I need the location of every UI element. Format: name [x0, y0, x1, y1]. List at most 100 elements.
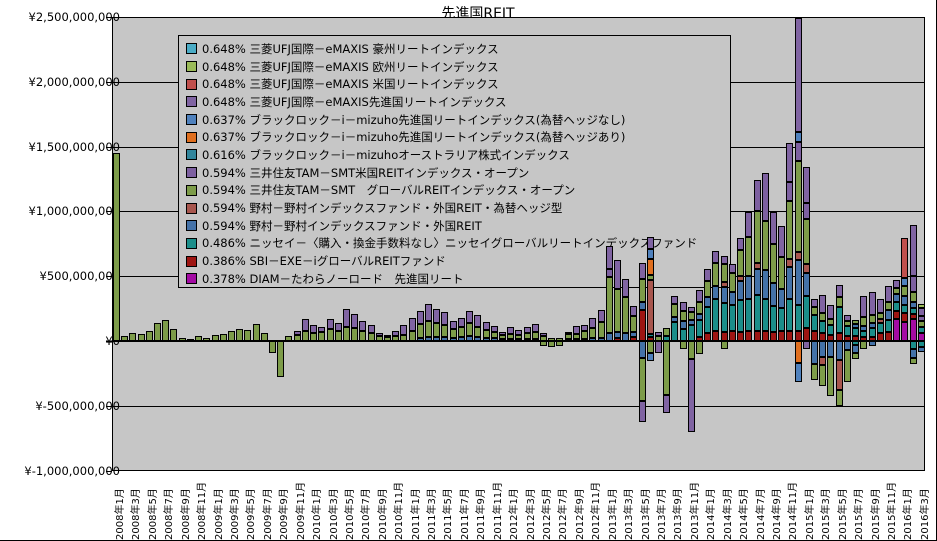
bar-segment: [704, 297, 711, 307]
legend-swatch-icon: [186, 43, 197, 55]
bar-segment: [754, 263, 761, 269]
x-tick-label: 2013年9月: [673, 488, 684, 540]
bar-segment: [524, 327, 531, 333]
bar-segment: [901, 296, 908, 305]
x-tick-label: 2014年9月: [772, 488, 783, 540]
x-tick-label: 2012年7月: [558, 488, 569, 540]
x-tick-label: 2013年11月: [690, 481, 701, 540]
bar-segment: [811, 307, 818, 315]
bar-segment: [688, 359, 695, 432]
bar-segment: [844, 326, 851, 336]
bar-segment: [737, 250, 744, 276]
bar-segment: [425, 321, 432, 337]
x-tick-label: 2013年5月: [641, 488, 652, 540]
x-tick-label: 2011年3月: [427, 488, 438, 540]
bar-segment: [745, 212, 752, 237]
bar-segment: [721, 256, 728, 264]
bar-segment: [803, 273, 810, 296]
bar-segment: [400, 325, 407, 335]
bar-segment: [441, 312, 448, 325]
bar-segment: [474, 315, 481, 327]
bar-segment: [655, 332, 662, 336]
bar-segment: [729, 273, 736, 292]
bar-segment: [762, 221, 769, 270]
legend-label: 0.594% 野村－野村インデックスファンド・外国REIT: [202, 218, 482, 233]
bar-segment: [893, 302, 900, 311]
y-tick-label: ¥0: [0, 334, 120, 348]
x-tick-label: 2011年11月: [493, 481, 504, 540]
bar-segment: [351, 314, 358, 328]
bar-segment: [901, 286, 908, 296]
bar-segment: [630, 332, 637, 337]
bar-segment: [433, 309, 440, 323]
bar-segment: [910, 276, 917, 292]
legend-item: 0.637% ブラックロック－i－mizuho先進国リートインデックス(為替ヘッ…: [186, 111, 730, 129]
x-tick-label: 2009年7月: [263, 488, 274, 540]
bar-segment: [712, 251, 719, 263]
bar-segment: [786, 201, 793, 259]
legend-label: 0.648% 三菱UFJ国際－eMAXIS 欧州リートインデックス: [202, 59, 499, 74]
bar-segment: [606, 277, 613, 333]
y-tick-label: ¥500,000,000: [39, 269, 120, 283]
x-tick-label: 2013年7月: [657, 488, 668, 540]
bar-segment: [885, 320, 892, 332]
x-tick-label: 2008年11月: [197, 481, 208, 540]
bar-segment: [688, 312, 695, 320]
x-tick-label: 2010年5月: [345, 488, 356, 540]
y-tick-label: ¥2,500,000,000: [28, 10, 120, 24]
bar-segment: [754, 295, 761, 331]
bar-segment: [860, 331, 867, 337]
bar-segment: [877, 319, 884, 323]
bar-segment: [762, 299, 769, 331]
y-tick-mark: [106, 82, 112, 83]
bar-segment: [803, 264, 810, 273]
bar-segment: [844, 321, 851, 326]
x-tick-label: 2008年1月: [115, 488, 126, 540]
bar-segment: [671, 296, 678, 304]
x-tick-label: 2014年3月: [723, 488, 734, 540]
bar-segment: [639, 341, 646, 358]
bar-segment: [836, 360, 843, 390]
bar-segment: [417, 311, 424, 324]
bar-segment: [795, 260, 802, 305]
x-tick-label: 2008年5月: [148, 488, 159, 540]
bar-segment: [384, 335, 391, 337]
bar-segment: [573, 326, 580, 334]
bar-segment: [368, 325, 375, 333]
bar-segment: [745, 299, 752, 331]
legend-label: 0.378% DIAM－たわらノーロード 先進国リート: [202, 271, 464, 286]
legend-label: 0.594% 三井住友TAM－SMT グローバルREITインデックス・オープン: [202, 183, 576, 198]
bar-segment: [877, 313, 884, 319]
bar-segment: [614, 332, 621, 338]
bar-segment: [819, 321, 826, 333]
bar-segment: [786, 143, 793, 182]
bar-segment: [786, 259, 793, 267]
bar-segment: [901, 305, 908, 313]
bar-segment: [893, 311, 900, 319]
legend-swatch-icon: [186, 114, 197, 126]
bar-segment: [154, 323, 161, 341]
bar-segment: [696, 314, 703, 320]
legend-label: 0.386% SBI－EXE－iグローバルREITファンド: [202, 254, 446, 269]
bar-segment: [803, 167, 810, 203]
x-tick-label: 2012年1月: [509, 488, 520, 540]
y-tick-mark: [106, 17, 112, 18]
bar-segment: [647, 353, 654, 361]
bar-segment: [819, 313, 826, 321]
bar-segment: [885, 310, 892, 320]
bar-segment: [877, 299, 884, 313]
bar-segment: [450, 321, 457, 329]
bar-segment: [901, 322, 908, 341]
legend-item: 0.594% 野村－野村インデックスファンド・外国REIT: [186, 217, 730, 235]
bar-segment: [918, 304, 925, 308]
bar-segment: [901, 278, 908, 286]
bar-segment: [392, 331, 399, 336]
y-tick-mark: [106, 471, 112, 472]
bar-segment: [343, 309, 350, 327]
bar-segment: [458, 318, 465, 327]
bar-segment: [589, 328, 596, 338]
bar-segment: [819, 357, 826, 365]
bar-segment: [901, 238, 908, 278]
bar-segment: [581, 325, 588, 331]
bar-segment: [803, 341, 810, 349]
